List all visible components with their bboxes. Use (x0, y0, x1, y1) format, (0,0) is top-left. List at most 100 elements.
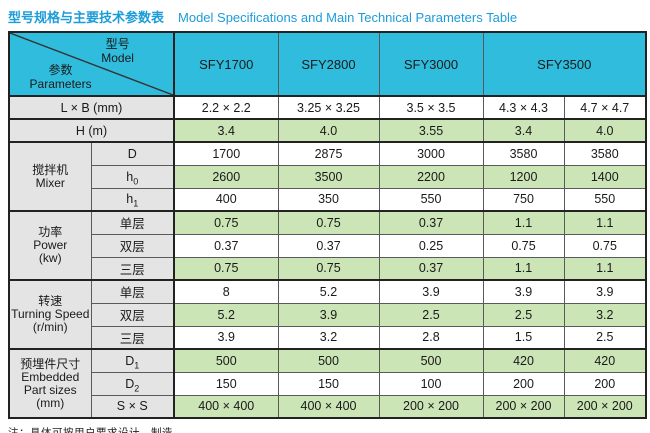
value-cell: 200 × 200 (482, 394, 565, 419)
value-cell: 200 (563, 371, 647, 396)
value-cell: 0.37 (173, 233, 279, 258)
value-cell: 3.9 (277, 302, 380, 327)
value-cell: 3580 (482, 141, 565, 166)
value-cell: 2875 (277, 141, 380, 166)
value-cell: 2.5 (378, 302, 484, 327)
value-cell: 1400 (563, 164, 647, 189)
row-speed-double: 双层 5.2 3.9 2.5 2.5 3.2 (9, 302, 647, 327)
row-speed-single: 转速 Turning Speed (r/min) 单层 8 5.2 3.9 3.… (8, 279, 647, 350)
group-label-zh: 功率 (38, 225, 63, 239)
page-title: 型号规格与主要技术参数表 Model Specifications and Mai… (8, 7, 650, 26)
row-embedded-sxs: S × S 400 × 400 400 × 400 200 × 200 200 … (9, 394, 647, 419)
model-header-sfy2800: SFY2800 (277, 31, 380, 97)
sub-row-label: 双层 (90, 302, 175, 327)
value-cell: 350 (277, 187, 380, 212)
value-cell: 150 (277, 371, 380, 396)
value-cell: 0.37 (277, 233, 380, 258)
value-cell: 200 × 200 (563, 394, 647, 419)
sub-row-label: S × S (90, 394, 175, 419)
row-embedded-d2: D2 150 150 100 200 200 (9, 371, 647, 396)
group-label-embedded: 预埋件尺寸 Embedded Part sizes (mm) (8, 348, 92, 419)
group-label-en: Turning Speed (11, 307, 90, 321)
group-label-mixer: 搅拌机 Mixer (8, 141, 92, 212)
row-power-single: 功率 Power (kw) 单层 0.75 0.75 0.37 1.1 1.1 (8, 210, 647, 281)
value-cell: 0.75 (173, 256, 279, 281)
group-label-unit: (r/min) (32, 320, 68, 334)
corner-model-en: Model (101, 51, 134, 65)
corner-parameters-label: 参数 Parameters (30, 63, 92, 91)
value-cell: 2.5 (482, 302, 565, 327)
row-power-double: 双层 0.37 0.37 0.25 0.75 0.75 (9, 233, 647, 258)
group-label-unit: (kw) (38, 251, 62, 265)
value-cell: 400 × 400 (277, 394, 380, 419)
value-cell: 0.25 (378, 233, 484, 258)
value-cell: 400 × 400 (173, 394, 279, 419)
value-cell: 3.9 (482, 279, 565, 304)
value-cell: 3.9 (378, 279, 484, 304)
group-label-zh: 搅拌机 (32, 162, 69, 177)
value-cell: 500 (277, 348, 380, 373)
value-cell: 3.2 (563, 302, 647, 327)
value-cell: 1200 (482, 164, 565, 189)
value-cell: 1.1 (482, 256, 565, 281)
row-mixer-h1: h1 400 350 550 750 550 (9, 187, 647, 212)
value-cell: 500 (378, 348, 484, 373)
page-title-zh: 型号规格与主要技术参数表 (8, 10, 165, 25)
group-label-en: Mixer (35, 175, 65, 190)
group-label-power: 功率 Power (kw) (8, 210, 92, 281)
row-mixer-d: 搅拌机 Mixer D 1700 2875 3000 3580 3580 (8, 141, 647, 212)
row-label: L × B (mm) (8, 95, 175, 120)
spec-table: 型号 Model 参数 Parameters SFY1700 SFY2800 S… (8, 31, 648, 419)
value-cell: 1.1 (482, 210, 565, 235)
value-cell: 150 (173, 371, 279, 396)
footnote: 注：具体可按用户要求设计、制造 (8, 427, 173, 433)
value-cell: 1.1 (563, 210, 647, 235)
value-cell: 5.2 (277, 279, 380, 304)
group-label-speed: 转速 Turning Speed (r/min) (8, 279, 92, 350)
value-cell: 0.37 (378, 210, 484, 235)
model-header-sfy1700: SFY1700 (173, 31, 279, 97)
model-header-sfy3000: SFY3000 (378, 31, 484, 97)
sub-row-label: 双层 (90, 233, 175, 258)
sub-row-label: h1 (90, 187, 175, 212)
row-h: H (m) 3.4 4.0 3.55 3.4 4.0 (8, 118, 647, 143)
value-cell: 4.0 (563, 118, 647, 143)
value-cell: 4.7 × 4.7 (563, 95, 647, 120)
row-label: H (m) (8, 118, 175, 143)
value-cell: 550 (378, 187, 484, 212)
value-cell: 2.5 (563, 325, 647, 350)
value-cell: 550 (563, 187, 647, 212)
sub-row-label: D (90, 141, 175, 166)
value-cell: 3580 (563, 141, 647, 166)
corner-header-cell: 型号 Model 参数 Parameters (8, 31, 175, 97)
value-cell: 2.2 × 2.2 (173, 95, 279, 120)
value-cell: 3.4 (482, 118, 565, 143)
value-cell: 3500 (277, 164, 380, 189)
value-cell: 420 (482, 348, 565, 373)
sub-row-label: 三层 (90, 325, 175, 350)
value-cell: 0.75 (482, 233, 565, 258)
value-cell: 1.5 (482, 325, 565, 350)
row-embedded-d1: 预埋件尺寸 Embedded Part sizes (mm) D1 500 50… (8, 348, 647, 419)
value-cell: 420 (563, 348, 647, 373)
value-cell: 0.75 (173, 210, 279, 235)
value-cell: 1.1 (563, 256, 647, 281)
page-title-en: Model Specifications and Main Technical … (178, 10, 518, 25)
group-label-zh: 预埋件尺寸 (20, 356, 81, 371)
corner-model-label: 型号 Model (88, 37, 147, 65)
value-cell: 200 × 200 (378, 394, 484, 419)
sub-row-label: D2 (90, 371, 175, 396)
corner-model-zh: 型号 (105, 37, 130, 51)
value-cell: 0.75 (277, 210, 380, 235)
value-cell: 1700 (173, 141, 279, 166)
group-label-unit: (mm) (36, 395, 65, 410)
value-cell: 750 (482, 187, 565, 212)
value-cell: 3.2 (277, 325, 380, 350)
value-cell: 500 (173, 348, 279, 373)
value-cell: 2200 (378, 164, 484, 189)
value-cell: 3.5 × 3.5 (378, 95, 484, 120)
value-cell: 8 (173, 279, 279, 304)
corner-parameters-en: Parameters (29, 77, 92, 91)
sub-row-label: 三层 (90, 256, 175, 281)
value-cell: 3.25 × 3.25 (277, 95, 380, 120)
